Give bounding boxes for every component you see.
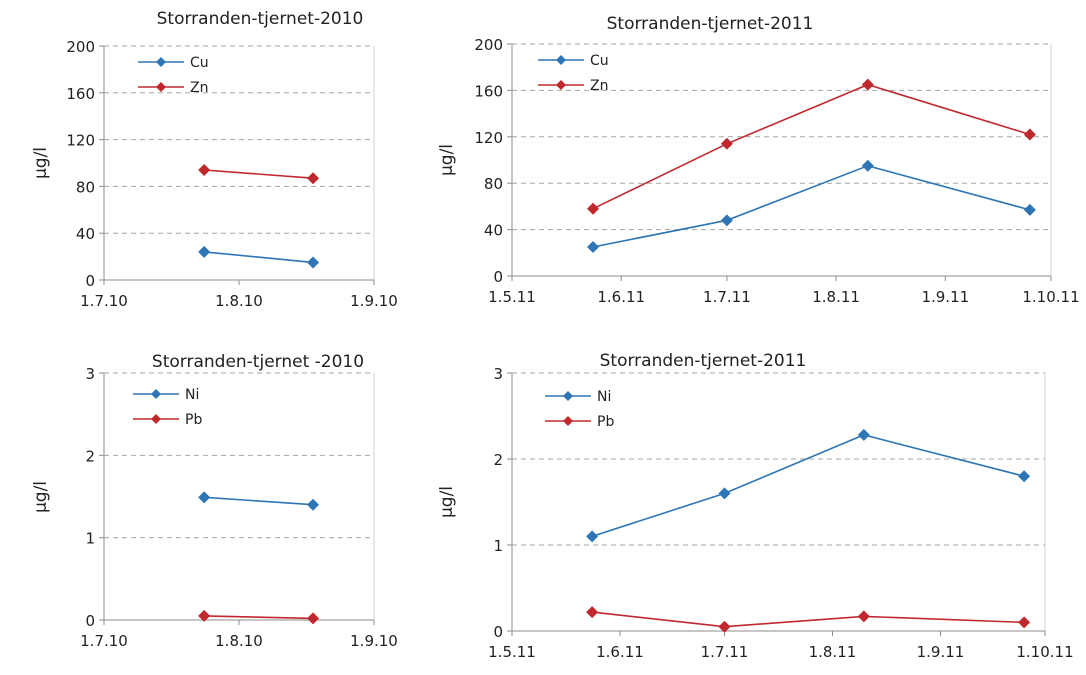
- data-point-cu: [1023, 203, 1036, 216]
- x-tick-label: 1.9.10: [350, 292, 398, 310]
- x-tick-label: 1.5.11: [488, 643, 536, 661]
- data-point-pb: [1018, 616, 1031, 629]
- legend-label-zn: Zn: [190, 80, 208, 96]
- chart-panel: 0 40 80 120 160 200 1.5.11 1.6.11 1.7.11 1.8.11 1.…: [437, 14, 1080, 306]
- data-point-pb: [586, 606, 599, 619]
- x-tick-label: 1.10.11: [1016, 643, 1073, 661]
- data-point-pb: [857, 610, 870, 623]
- chart-panel: 0 1 2 3 1.7.10 1.8.10 1.9.10 Storranden-tjernet…: [31, 352, 398, 650]
- x-tick-label: 1.8.10: [215, 292, 263, 310]
- y-tick-label: 80: [76, 178, 95, 196]
- legend-marker-zn: [556, 80, 566, 90]
- data-point-zn: [198, 164, 211, 177]
- y-axis-label: µg/l: [31, 481, 51, 513]
- y-tick-label: 1: [85, 530, 95, 548]
- x-tick-label: 1.9.11: [921, 288, 969, 306]
- series-line-cu: [592, 164, 1031, 248]
- x-tick-label: 1.10.11: [1022, 288, 1079, 306]
- y-tick-label: 200: [474, 36, 503, 54]
- data-point-ni: [1018, 470, 1031, 483]
- x-tick-label: 1.5.11: [488, 288, 536, 306]
- x-tick-label: 1.7.11: [703, 288, 751, 306]
- y-axis-label: µg/l: [437, 486, 457, 518]
- x-tick-label: 1.6.11: [597, 288, 645, 306]
- chart-title: Storranden-tjernet-2011: [600, 351, 807, 371]
- data-point-pb: [307, 612, 320, 625]
- legend-marker-pb: [563, 416, 573, 426]
- series-line-zn: [204, 169, 314, 179]
- y-tick-label: 120: [66, 132, 95, 150]
- y-tick-label: 120: [474, 129, 503, 147]
- y-axis-label: µg/l: [31, 147, 51, 179]
- y-tick-label: 0: [85, 272, 95, 290]
- x-tick-label: 1.8.11: [809, 643, 857, 661]
- chart-panel: 0 1 2 3 1.5.11 1.6.11 1.7.11 1.8.11 1.9.11 1.10.1…: [437, 351, 1074, 661]
- data-point-cu: [861, 159, 874, 172]
- data-point-zn: [861, 78, 874, 91]
- data-point-pb: [198, 609, 211, 622]
- chart-title: Storranden-tjernet-2011: [607, 14, 814, 34]
- series-line-cu: [204, 251, 314, 264]
- x-tick-label: 1.9.11: [917, 643, 965, 661]
- legend-label-ni: Ni: [185, 387, 199, 403]
- legend-label-pb: Pb: [185, 412, 202, 428]
- y-tick-label: 40: [76, 225, 95, 243]
- y-tick-label: 0: [493, 623, 503, 641]
- legend-label-pb: Pb: [597, 414, 614, 430]
- data-point-zn: [587, 202, 600, 215]
- legend-marker-zn: [156, 82, 166, 92]
- series-line-ni: [591, 434, 1025, 538]
- legend-label-cu: Cu: [590, 53, 609, 69]
- x-tick-label: 1.6.11: [596, 643, 644, 661]
- y-tick-label: 0: [493, 268, 503, 286]
- legend-label-cu: Cu: [190, 55, 209, 71]
- series-line-ni: [204, 496, 314, 506]
- data-point-cu: [307, 256, 320, 269]
- chart-title: Storranden-tjernet -2010: [152, 352, 364, 372]
- x-tick-label: 1.8.10: [215, 632, 263, 650]
- y-tick-label: 2: [493, 451, 503, 469]
- series-line-pb: [592, 611, 1025, 628]
- y-axis-label: µg/l: [437, 144, 457, 176]
- data-point-pb: [718, 620, 731, 633]
- data-point-zn: [307, 172, 320, 185]
- y-tick-label: 80: [484, 175, 503, 193]
- series-line-pb: [204, 615, 314, 620]
- data-point-ni: [307, 498, 320, 511]
- x-tick-label: 1.7.10: [80, 632, 128, 650]
- legend-marker-ni: [563, 391, 573, 401]
- data-point-ni: [857, 428, 870, 441]
- y-tick-label: 0: [85, 612, 95, 630]
- series-line-zn: [592, 83, 1031, 210]
- data-point-cu: [587, 241, 600, 253]
- y-tick-label: 200: [66, 38, 95, 56]
- legend-marker-ni: [151, 389, 161, 399]
- chart-panel: 0 40 80 120 160 200 1.7.10 1.8.10 1.9.10 Storrand…: [31, 9, 398, 310]
- x-tick-label: 1.7.11: [701, 643, 749, 661]
- y-tick-label: 1: [493, 537, 503, 555]
- data-point-ni: [198, 491, 211, 504]
- legend-label-zn: Zn: [590, 78, 608, 94]
- data-point-zn: [720, 137, 733, 150]
- legend-marker-pb: [151, 414, 161, 424]
- y-tick-label: 160: [474, 82, 503, 100]
- data-point-zn: [1023, 128, 1036, 141]
- x-tick-label: 1.7.10: [80, 292, 128, 310]
- y-tick-label: 3: [493, 365, 503, 383]
- y-tick-label: 2: [85, 447, 95, 465]
- y-tick-label: 3: [85, 365, 95, 383]
- data-point-ni: [586, 530, 599, 543]
- data-point-cu: [720, 214, 733, 227]
- y-tick-label: 160: [66, 85, 95, 103]
- legend-label-ni: Ni: [597, 389, 611, 405]
- x-tick-label: 1.9.10: [350, 632, 398, 650]
- chart-title: Storranden-tjernet-2010: [157, 9, 364, 29]
- legend-marker-cu: [556, 55, 566, 65]
- data-point-cu: [198, 245, 211, 258]
- y-tick-label: 40: [484, 222, 503, 240]
- legend-marker-cu: [156, 57, 166, 67]
- data-point-ni: [718, 487, 731, 500]
- x-tick-label: 1.8.11: [812, 288, 860, 306]
